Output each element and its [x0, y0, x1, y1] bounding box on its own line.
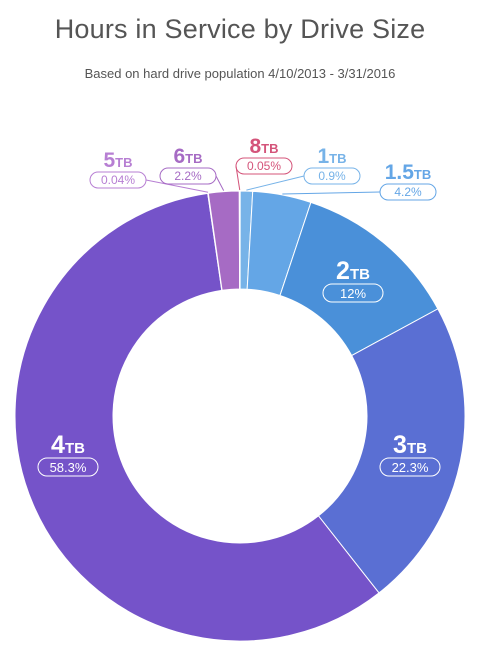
size-label: 3TB — [393, 431, 427, 459]
size-unit: TB — [414, 167, 431, 182]
leader-line — [282, 191, 381, 195]
size-number: 1.5 — [385, 161, 415, 184]
size-number: 8 — [249, 135, 261, 158]
size-label: 8TB — [249, 135, 278, 158]
percent-label: 4.2% — [394, 185, 422, 199]
percent-label: 58.3% — [50, 460, 87, 475]
donut-slices — [14, 190, 466, 642]
size-unit: TB — [65, 440, 85, 457]
size-unit: TB — [185, 151, 202, 166]
percent-label: 0.9% — [318, 169, 346, 183]
size-number: 3 — [393, 431, 407, 459]
percent-label: 12% — [340, 286, 366, 301]
slice-3tb — [317, 308, 466, 594]
size-unit: TB — [115, 155, 132, 170]
size-label: 5TB — [103, 149, 132, 172]
size-label: 4TB — [51, 431, 85, 459]
leader-line — [215, 175, 225, 191]
percent-label: 0.05% — [247, 159, 281, 173]
size-label: 1.5TB — [385, 161, 432, 184]
percent-pill — [37, 457, 99, 477]
size-label: 6TB — [173, 145, 202, 168]
slice-8tb — [238, 190, 241, 290]
size-label: 1TB — [317, 145, 346, 168]
size-unit: TB — [407, 440, 427, 457]
slice-4tb — [14, 192, 380, 642]
percent-label: 2.2% — [174, 169, 202, 183]
percent-pill — [379, 457, 441, 477]
size-number: 5 — [103, 149, 115, 172]
leader-line — [246, 175, 305, 191]
size-unit: TB — [329, 151, 346, 166]
percent-label: 0.04% — [101, 173, 135, 187]
size-number: 1 — [317, 145, 329, 168]
percent-label: 22.3% — [392, 460, 429, 475]
chart-title: Hours in Service by Drive Size — [54, 14, 426, 44]
chart-subtitle: Based on hard drive population 4/10/2013… — [84, 66, 396, 81]
size-number: 6 — [173, 145, 185, 168]
size-number: 4 — [51, 431, 65, 459]
size-label: 2TB — [336, 257, 370, 285]
size-unit: TB — [350, 266, 370, 283]
percent-pill — [322, 283, 384, 303]
leader-line — [145, 179, 209, 193]
size-unit: TB — [261, 141, 278, 156]
leader-line — [235, 165, 241, 191]
size-number: 2 — [336, 257, 350, 285]
